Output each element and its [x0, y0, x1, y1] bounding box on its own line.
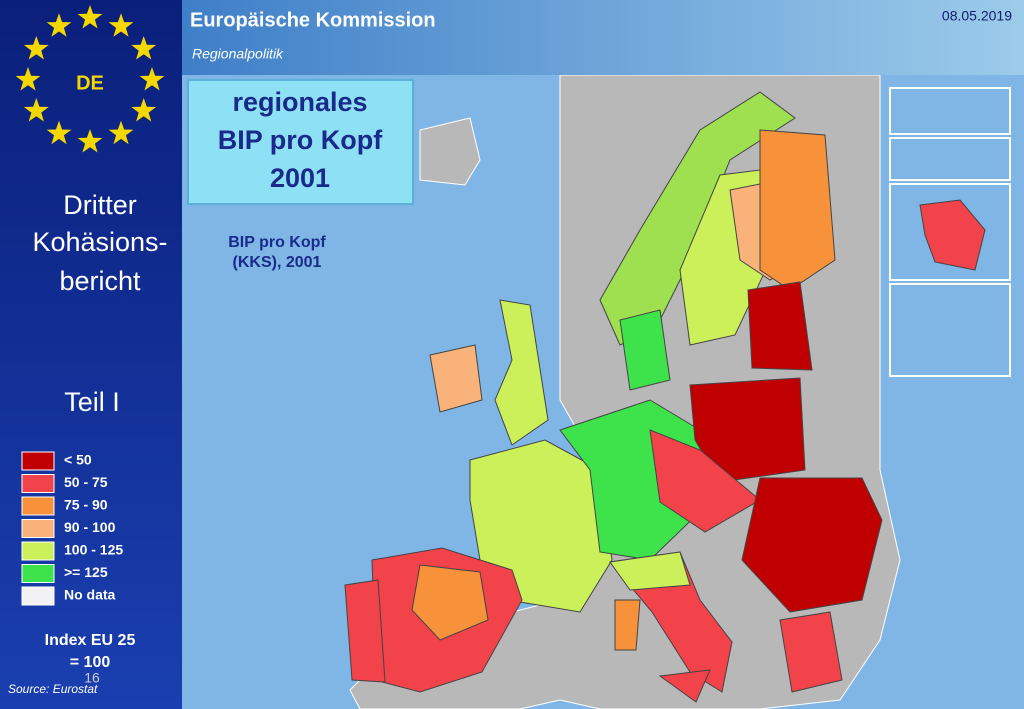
- star: [46, 13, 72, 37]
- legend-swatch: [21, 496, 55, 516]
- map-subtitle-line: BIP pro Kopf: [228, 234, 326, 251]
- inset-azores: [889, 283, 1011, 377]
- legend-label: 50 - 75: [64, 474, 108, 490]
- star: [108, 13, 134, 37]
- guiana: [919, 199, 986, 271]
- legend-label: 75 - 90: [64, 497, 108, 513]
- romania-bulgaria: [741, 477, 883, 613]
- star: [131, 36, 157, 60]
- legend-swatch: [21, 541, 55, 561]
- legend-label: 100 - 125: [64, 542, 123, 558]
- eu-stars: [15, 5, 165, 153]
- legend-label: 90 - 100: [64, 519, 116, 535]
- star: [139, 67, 165, 91]
- sicily: [658, 669, 711, 703]
- iceland: [419, 117, 481, 186]
- legend-label: < 50: [64, 452, 92, 468]
- czech-hungary: [649, 429, 761, 533]
- legend-swatch: [21, 586, 55, 606]
- legend: < 50 50 - 75 75 - 90 90 - 100 100 - 125 >= 12…: [21, 451, 123, 606]
- insets: [889, 87, 1011, 377]
- header-title: Europäische Kommission: [190, 9, 436, 31]
- part-label: Teil I: [64, 387, 120, 417]
- legend-note: Index EU 25: [45, 632, 136, 649]
- sidebar-title-line: bericht: [59, 266, 141, 296]
- header-subtitle: Regionalpolitik: [192, 46, 284, 62]
- map-title-line: regionales: [232, 87, 367, 117]
- inset-canaries: [889, 87, 1011, 135]
- map-subtitle-line: (KKS), 2001: [233, 254, 322, 271]
- sidebar-title-line: Dritter: [63, 190, 137, 220]
- date: 08.05.2019: [942, 8, 1012, 24]
- star: [108, 120, 134, 145]
- legend-swatch: [21, 519, 55, 538]
- star: [23, 98, 49, 122]
- map-title-line: 2001: [270, 163, 330, 193]
- star: [46, 120, 72, 145]
- map-title-box: [187, 79, 414, 205]
- sidebar-title-line: Kohäsions-: [32, 227, 167, 257]
- star: [131, 98, 157, 122]
- italy-north: [609, 551, 691, 591]
- poland: [689, 377, 806, 483]
- legend-note: = 100: [70, 654, 111, 671]
- map-regions: [344, 91, 883, 703]
- badge: DE: [76, 72, 104, 94]
- legend-swatch: [21, 474, 55, 493]
- legend-swatch: [21, 564, 55, 583]
- slide-number: 16: [84, 670, 100, 686]
- legend-label: >= 125: [64, 564, 108, 580]
- map-title-line: BIP pro Kopf: [218, 125, 384, 155]
- baltics: [747, 281, 813, 371]
- star: [15, 67, 41, 91]
- finland: [759, 129, 836, 291]
- star: [77, 129, 103, 153]
- uk: [494, 299, 549, 446]
- star: [23, 36, 49, 60]
- greece: [779, 611, 843, 693]
- source: Source: Eurostat: [8, 682, 98, 696]
- header-bar: [182, 0, 1024, 75]
- inset-caribbean: [889, 137, 1011, 181]
- portugal: [344, 579, 386, 683]
- sardinia: [614, 599, 641, 651]
- star: [77, 5, 103, 29]
- ireland: [429, 344, 483, 413]
- spain-central: [411, 564, 489, 641]
- denmark: [619, 309, 671, 391]
- legend-label: No data: [64, 587, 116, 603]
- legend-swatch: [21, 451, 55, 471]
